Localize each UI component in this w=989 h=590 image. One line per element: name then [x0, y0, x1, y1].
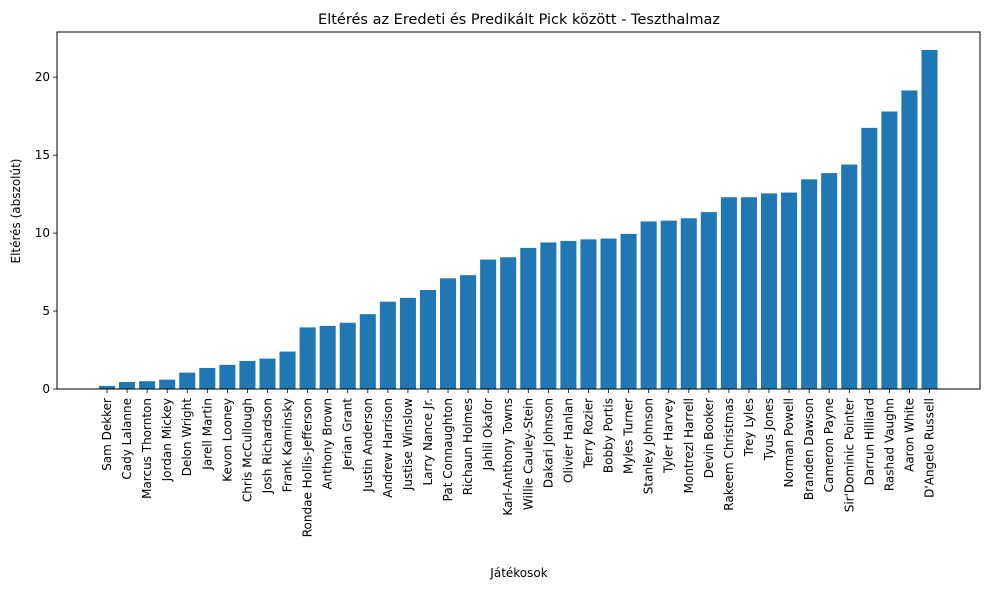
- x-tick-label: Dakari Johnson: [541, 398, 555, 488]
- bar-kevon-looney: [219, 364, 236, 389]
- x-tick-label: Sam Dekker: [100, 398, 114, 471]
- bar-terry-rozier: [580, 239, 597, 389]
- bar-justise-winslow: [399, 297, 416, 389]
- bar-trey-lyles: [740, 197, 757, 389]
- x-tick-label: Bobby Portis: [602, 398, 616, 473]
- plot-frame: [56, 31, 981, 390]
- bar-branden-dawson: [801, 179, 818, 389]
- x-tick-label: Tyler Harvey: [662, 398, 676, 474]
- x-axis: Sam Dekker Cady Lalanne Marcus Thornton Jor…: [100, 389, 937, 537]
- x-tick-label: Tyus Jones: [762, 398, 776, 461]
- x-tick-label: Karl-Anthony Towns: [501, 398, 515, 516]
- x-tick-label: Justise Winslow: [401, 398, 415, 491]
- x-tick-label: Anthony Brown: [321, 398, 335, 490]
- y-axis: 0 5 10 15 20: [35, 70, 57, 396]
- x-tick-label: Aaron White: [902, 398, 916, 472]
- bar-larry-nance-jr: [419, 290, 436, 389]
- bar-stanley-johnson: [640, 221, 657, 389]
- bar-sir-dominic-pointer: [841, 164, 858, 389]
- bar-tyler-harvey: [660, 220, 677, 389]
- x-tick-label: Jordan Mickey: [160, 398, 174, 482]
- x-tick-label: Andrew Harrison: [381, 398, 395, 498]
- bar-tyus-jones: [760, 193, 778, 389]
- x-tick-label: Myles Turner: [622, 398, 636, 474]
- bar-karl-anthony-towns: [500, 257, 517, 389]
- x-tick-label: Cady Lalanne: [120, 398, 134, 480]
- x-tick-label: Josh Richardson: [260, 398, 274, 494]
- x-tick-label: Trey Lyles: [742, 398, 756, 457]
- bar-pat-connaughton: [440, 278, 457, 389]
- x-tick-label: Montrezl Harrell: [682, 398, 696, 493]
- bar-rashad-vaughn: [881, 111, 898, 389]
- y-tick-label: 5: [42, 304, 50, 318]
- bar-bobby-portis: [600, 238, 617, 389]
- bar-chris-mccullough: [239, 360, 256, 389]
- bar-jahlil-okafor: [480, 259, 497, 389]
- x-tick-label: Sir'Dominic Pointer: [842, 398, 856, 512]
- bar-cameron-payne: [821, 173, 838, 389]
- x-tick-label: Rakeem Christmas: [722, 398, 736, 511]
- x-tick-label: Willie Cauley-Stein: [521, 398, 535, 510]
- bar-darrun-hilliard: [861, 127, 878, 389]
- x-tick-label: Terry Rozier: [581, 398, 595, 469]
- x-tick-label: Jarell Martin: [200, 398, 214, 471]
- x-tick-label: Jerian Grant: [341, 398, 355, 471]
- x-tick-label: Pat Connaughton: [441, 398, 455, 501]
- bar-rondae-hollis-jefferson: [299, 327, 316, 389]
- x-tick-label: Jahlil Okafor: [481, 398, 495, 471]
- bar-anthony-brown: [319, 325, 336, 389]
- bar-delon-wright: [179, 372, 196, 389]
- bar-jordan-mickey: [159, 379, 176, 389]
- bar-norman-powell: [781, 192, 798, 389]
- bar-d-angelo-russell: [921, 49, 938, 390]
- x-tick-label: Rashad Vaughn: [882, 398, 896, 491]
- y-tick-label: 15: [35, 148, 50, 162]
- bar-willie-cauley-stein: [520, 247, 537, 389]
- bar-josh-richardson: [259, 358, 276, 389]
- bar-jarell-martin: [199, 367, 216, 389]
- bar-cady-lalanne: [119, 381, 136, 389]
- x-tick-label: Devin Booker: [702, 398, 716, 478]
- y-tick-label: 0: [42, 382, 50, 396]
- bar-frank-kaminsky: [279, 351, 296, 389]
- bar-marcus-thornton: [139, 381, 156, 389]
- x-tick-label: Marcus Thornton: [140, 398, 154, 499]
- y-tick-label: 20: [35, 70, 50, 84]
- x-tick-label: Stanley Johnson: [642, 398, 656, 494]
- x-tick-label: Cameron Payne: [822, 398, 836, 492]
- bar-rakeem-christmas: [720, 197, 737, 389]
- x-tick-label: Justin Anderson: [361, 398, 375, 493]
- chart-title: Eltérés az Eredeti és Predikált Pick köz…: [318, 12, 720, 28]
- bar-devin-booker: [700, 212, 717, 389]
- y-axis-title: Eltérés (abszolút): [9, 159, 23, 264]
- x-tick-label: Larry Nance Jr.: [421, 398, 435, 486]
- x-tick-label: Rondae Hollis-Jefferson: [301, 398, 315, 537]
- bar-myles-turner: [620, 233, 637, 389]
- x-tick-label: Darrun Hilliard: [862, 398, 876, 485]
- bar-aaron-white: [901, 90, 918, 390]
- x-tick-label: Olivier Hanlan: [561, 398, 575, 483]
- x-tick-label: Kevon Looney: [220, 398, 234, 482]
- x-tick-label: Chris McCullough: [240, 398, 254, 502]
- x-tick-label: Delon Wright: [180, 398, 194, 477]
- bars-group: [98, 49, 938, 390]
- bar-andrew-harrison: [379, 301, 396, 389]
- x-tick-label: Richaun Holmes: [461, 398, 475, 495]
- bar-dakari-johnson: [540, 242, 557, 389]
- x-tick-label: D'Angelo Russell: [923, 398, 937, 498]
- bar-olivier-hanlan: [560, 240, 577, 389]
- bar-sam-dekker: [98, 385, 116, 389]
- bar-montrezl-harrell: [680, 218, 697, 389]
- x-tick-label: Frank Kaminsky: [281, 398, 295, 492]
- bar-richaun-holmes: [460, 275, 477, 389]
- x-axis-title: Játékosok: [489, 566, 547, 580]
- x-tick-label: Norman Powell: [782, 398, 796, 488]
- bar-jerian-grant: [339, 322, 356, 389]
- x-tick-label: Branden Dawson: [802, 398, 816, 500]
- y-tick-label: 10: [35, 226, 50, 240]
- bar-justin-anderson: [359, 314, 376, 389]
